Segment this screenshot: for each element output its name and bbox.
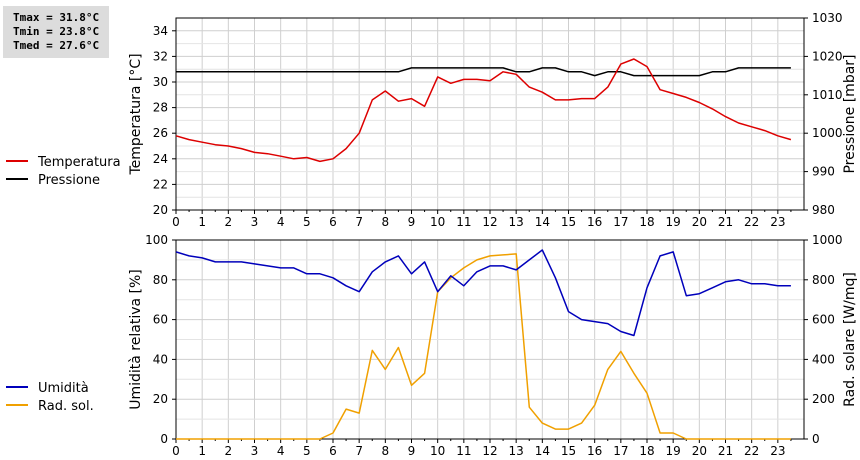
stat-tmin: Tmin = 23.8°C	[13, 25, 100, 38]
chart2-xtick-label: 10	[430, 444, 445, 458]
chart2-xtick-label: 21	[718, 444, 733, 458]
chart2-xtick-label: 0	[172, 444, 180, 458]
chart2-frame	[175, 239, 805, 440]
chart1-xtick-label: 11	[456, 215, 471, 229]
chart2-xtick-label: 22	[744, 444, 759, 458]
chart2-xtick-label: 11	[456, 444, 471, 458]
chart1-xtick-label: 0	[172, 215, 180, 229]
chart1-legend-label-temperatura: Temperatura	[37, 155, 121, 170]
chart1-series-pressione	[176, 67, 791, 77]
chart1-ytick-label: 22	[153, 177, 168, 191]
chart1-xtick-label: 5	[303, 215, 311, 229]
chart2-xtick-label: 8	[382, 444, 390, 458]
chart1-ylabel-left: Temperatura [°C]	[128, 53, 144, 175]
chart1-ytick-label: 30	[153, 75, 168, 89]
chart2-xtick-label: 19	[666, 444, 681, 458]
chart2-yrtick-label: 400	[812, 352, 835, 366]
chart2-xtick-label: 14	[535, 444, 550, 458]
chart1-xtick-label: 6	[329, 215, 337, 229]
chart2-series-umidit	[175, 249, 791, 337]
chart1-xtick-label: 16	[587, 215, 602, 229]
stat-tmed: Tmed = 27.6°C	[13, 39, 100, 52]
chart2-xtick-label: 16	[587, 444, 602, 458]
chart1-ytick-label: 34	[153, 24, 168, 38]
chart1-ytick-label: 26	[153, 126, 168, 140]
chart2-yrtick-label: 600	[812, 313, 835, 327]
chart1-frame	[175, 17, 805, 211]
chart1-xtick-label: 13	[509, 215, 524, 229]
chart1-yrtick-label: 1020	[812, 49, 843, 63]
chart2-xtick-label: 13	[509, 444, 524, 458]
chart2-xtick-label: 5	[303, 444, 311, 458]
chart2-yrtick-label: 800	[812, 273, 835, 287]
chart1-yrtick-label: 1000	[812, 126, 843, 140]
chart1-xtick-label: 10	[430, 215, 445, 229]
chart2-xtick-label: 23	[770, 444, 785, 458]
chart1-ytick-label: 32	[153, 49, 168, 63]
chart2-xtick-label: 6	[329, 444, 337, 458]
chart2-xtick-label: 9	[408, 444, 416, 458]
chart1-legend-label-pressione: Pressione	[38, 173, 100, 188]
chart2-xtick-label: 2	[225, 444, 233, 458]
chart2-ytick-label: 100	[145, 233, 168, 247]
chart2-xtick-label: 15	[561, 444, 576, 458]
chart1-xtick-label: 14	[535, 215, 550, 229]
chart2-xtick-label: 3	[251, 444, 259, 458]
chart2-yrtick-label: 1000	[812, 233, 843, 247]
chart1-xtick-label: 21	[718, 215, 733, 229]
stat-tmax: Tmax = 31.8°C	[13, 11, 100, 24]
chart1-xtick-label: 20	[692, 215, 707, 229]
stats-box: Tmax = 31.8°C Tmin = 23.8°C Tmed = 27.6°…	[3, 6, 109, 58]
chart2-series-rad-sol	[176, 253, 791, 440]
chart1-xtick-label: 12	[482, 215, 497, 229]
chart1-xtick-label: 9	[408, 215, 416, 229]
chart2-xtick-label: 7	[355, 444, 363, 458]
chart2-xtick-label: 17	[613, 444, 628, 458]
chart1-xtick-label: 23	[770, 215, 785, 229]
chart2-ytick-label: 60	[153, 313, 168, 327]
chart1-yrtick-label: 980	[812, 203, 835, 217]
chart2-ylabel-left: Umidità relativa [%]	[128, 269, 144, 410]
chart1-xtick-label: 18	[639, 215, 654, 229]
chart1-yrtick-label: 1010	[812, 88, 843, 102]
chart1-xtick-label: 4	[277, 215, 285, 229]
chart1-xtick-label: 3	[251, 215, 259, 229]
chart2-ylabel-right: Rad. solare [W/mq]	[842, 272, 858, 407]
chart1-xtick-label: 15	[561, 215, 576, 229]
chart2-ytick-label: 20	[153, 392, 168, 406]
chart2-xtick-label: 1	[198, 444, 206, 458]
chart1-xtick-label: 8	[382, 215, 390, 229]
chart2-ytick-label: 80	[153, 273, 168, 287]
chart1-xtick-label: 22	[744, 215, 759, 229]
chart2-yrtick-label: 200	[812, 392, 835, 406]
chart1-xtick-label: 17	[613, 215, 628, 229]
chart1-ytick-label: 24	[153, 152, 168, 166]
chart2-xtick-label: 4	[277, 444, 285, 458]
chart1-xtick-label: 19	[666, 215, 681, 229]
chart2-yrtick-label: 0	[812, 432, 820, 446]
chart1-xtick-label: 7	[355, 215, 363, 229]
chart2-legend-label-umidit: Umidità	[38, 381, 89, 396]
chart2-xtick-label: 12	[482, 444, 497, 458]
chart1-yrtick-label: 990	[812, 165, 835, 179]
chart2: 0 1 2 3 4 5 6 7 8 9 10 11 12 13 14 15 16 17 18 19 20 21 22 2302…	[6, 233, 858, 458]
chart2-xtick-label: 18	[639, 444, 654, 458]
chart2-ytick-label: 40	[153, 352, 168, 366]
chart1-xtick-label: 2	[225, 215, 233, 229]
chart1-ytick-label: 28	[153, 101, 168, 115]
chart1: 0 1 2 3 4 5 6 7 8 9 10 11 12 13 14 15 16 17 18 19 20 21 22 2320…	[6, 11, 858, 229]
chart1-xtick-label: 1	[198, 215, 206, 229]
chart1-ytick-label: 20	[153, 203, 168, 217]
chart1-ylabel-right: Pressione [mbar]	[842, 54, 858, 173]
chart2-ytick-label: 0	[160, 432, 168, 446]
chart2-legend-label-rad-sol: Rad. sol.	[38, 399, 94, 414]
chart1-yrtick-label: 1030	[812, 11, 843, 25]
chart2-xtick-label: 20	[692, 444, 707, 458]
chart1-series-temperatura	[175, 58, 792, 163]
